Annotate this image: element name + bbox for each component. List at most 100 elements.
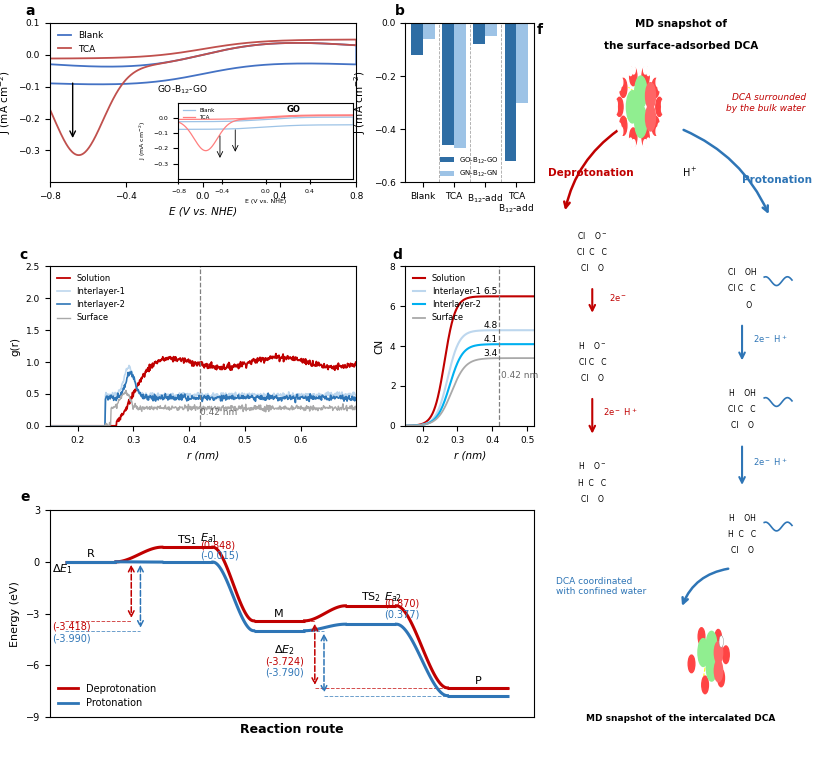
Interlayer-2 [45,421,55,430]
Interlayer-1 [480,326,490,335]
Solution [249,356,259,365]
Text: (0.848): (0.848) [200,540,235,550]
Text: a: a [25,4,35,18]
Solution [451,305,461,314]
Circle shape [617,82,620,91]
Interlayer-1 [99,421,109,430]
Interlayer-1 [226,392,236,401]
Interlayer-2 [226,392,236,401]
Interlayer-1 [528,326,538,335]
Interlayer-1 [45,421,55,430]
Circle shape [646,67,649,76]
Text: $E_{a1}$: $E_{a1}$ [200,531,218,545]
Bar [485,23,496,36]
Surface [45,421,55,430]
Interlayer-2 [493,340,503,349]
Text: $\Delta E_1$: $\Delta E_1$ [52,562,73,576]
Surface [493,353,503,362]
Bar [453,23,466,148]
Text: TS$_2$: TS$_2$ [361,591,380,604]
TCA [351,35,361,44]
Circle shape [651,79,658,98]
Circle shape [629,66,636,85]
Circle shape [651,116,658,135]
Line: Interlayer-1: Interlayer-1 [404,330,533,426]
Text: H$^+$: H$^+$ [681,166,696,179]
Text: Cl C   C: Cl C C [728,285,755,294]
Legend: Solution, Interlayer-1, Interlayer-2, Surface: Solution, Interlayer-1, Interlayer-2, Su… [409,271,484,326]
Text: Cl    O$^-$: Cl O$^-$ [576,230,607,240]
Circle shape [717,669,724,687]
Text: 0.42 nm: 0.42 nm [200,407,237,417]
Legend: Solution, Interlayer-1, Interlayer-2, Surface: Solution, Interlayer-1, Interlayer-2, Su… [54,271,128,326]
Circle shape [628,67,632,76]
Legend: GO-B$_{12}$-GO, GN-B$_{12}$-GN: GO-B$_{12}$-GO, GN-B$_{12}$-GN [437,153,501,182]
Surface [399,421,409,430]
Circle shape [655,127,658,136]
Solution [270,349,280,358]
X-axis label: Reaction route: Reaction route [240,723,343,736]
Interlayer-1 [399,421,409,430]
Bar [473,23,485,44]
Y-axis label: J (mA cm$^{-2}$): J (mA cm$^{-2}$) [0,71,12,134]
Circle shape [628,138,632,146]
Interlayer-2 [275,394,285,403]
Solution [275,353,285,362]
Interlayer-1 [124,361,134,370]
Interlayer-1 [250,390,260,399]
Interlayer-2 [250,393,260,402]
Y-axis label: g(r): g(r) [10,336,20,356]
Interlayer-2 [451,361,461,370]
Blank [294,38,304,47]
TCA [315,39,325,48]
Surface [528,353,538,362]
Blank [237,63,246,72]
Surface [442,398,452,407]
Surface [451,376,461,385]
Interlayer-2 [480,340,490,349]
Circle shape [619,79,626,98]
Interlayer-2 [399,421,409,430]
Text: (-3.790): (-3.790) [265,668,304,678]
Solution [480,291,490,301]
Text: H    O$^-$: H O$^-$ [577,460,606,472]
X-axis label: E (V vs. NHE): E (V vs. NHE) [169,207,237,217]
Circle shape [626,91,638,123]
Surface [275,405,285,414]
TCA [74,150,84,159]
Blank [94,79,104,89]
Surface [184,404,194,413]
Text: 0.42 nm: 0.42 nm [500,371,538,380]
Circle shape [705,631,716,659]
Interlayer-1 [493,326,503,335]
Circle shape [697,639,708,666]
Text: H  C   C: H C C [727,530,755,539]
Text: (-0.015): (-0.015) [200,550,238,560]
Interlayer-1 [123,364,133,373]
Text: DCA coordinated
with confined water: DCA coordinated with confined water [556,577,646,597]
Legend: Deprotonation, Protonation: Deprotonation, Protonation [55,680,160,713]
Blank [292,38,302,47]
Circle shape [714,629,720,647]
Blank [108,62,117,71]
Circle shape [697,628,704,645]
Circle shape [613,105,617,114]
Text: TS$_1$: TS$_1$ [177,533,197,546]
TCA [108,95,117,104]
Text: P: P [474,675,480,685]
Circle shape [645,82,655,109]
X-axis label: r (nm): r (nm) [187,450,219,460]
Circle shape [722,646,729,664]
Circle shape [634,105,646,137]
Blank [168,75,178,84]
Interlayer-1 [442,375,452,385]
TCA [236,39,246,48]
Blank [45,79,55,88]
Text: Cl    OH: Cl OH [727,269,755,277]
TCA [167,49,177,58]
Solution [351,361,361,370]
Text: 2e$^-$ H$^+$: 2e$^-$ H$^+$ [603,407,638,418]
Solution [45,421,55,430]
Circle shape [634,76,646,108]
Text: e: e [21,490,30,504]
